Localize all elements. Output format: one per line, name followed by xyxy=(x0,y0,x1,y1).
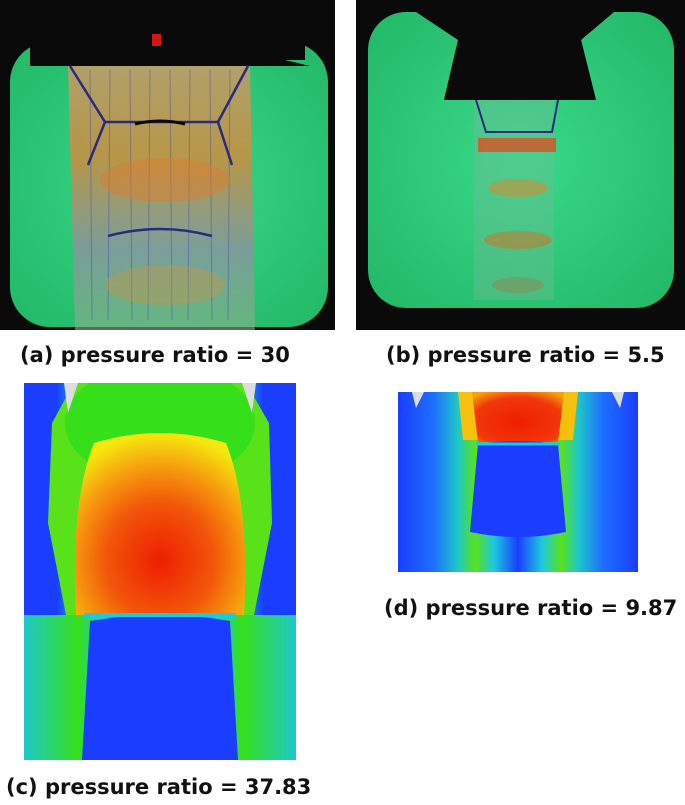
panel-a-schlieren-image xyxy=(0,0,335,330)
panel-b-caption: (b) pressure ratio = 5.5 xyxy=(386,343,665,367)
panel-c-cfd-contour xyxy=(24,383,296,760)
panel-a-caption: (a) pressure ratio = 30 xyxy=(20,343,290,367)
panel-d-caption: (d) pressure ratio = 9.87 xyxy=(384,596,678,620)
panel-c-caption: (c) pressure ratio = 37.83 xyxy=(6,775,312,799)
panel-b-schlieren-image xyxy=(356,0,685,330)
panel-d-cfd-contour xyxy=(398,392,638,572)
